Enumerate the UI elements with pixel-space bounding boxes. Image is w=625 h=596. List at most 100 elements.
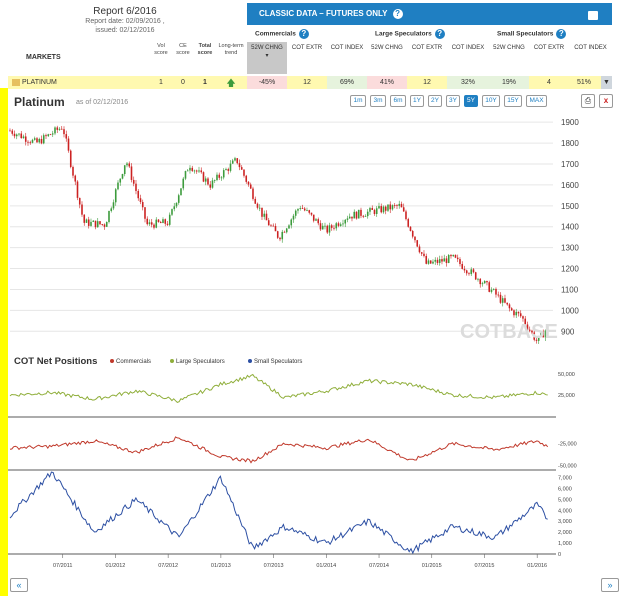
- legend-large-speculators[interactable]: Large Speculators: [170, 359, 225, 365]
- candle-body: [164, 219, 167, 224]
- candle-body: [351, 216, 353, 219]
- candle-body: [105, 221, 108, 227]
- price-chart-date: as of 02/12/2016: [76, 99, 129, 106]
- candle-body: [189, 167, 191, 171]
- next-button[interactable]: »: [601, 578, 619, 592]
- legend-small-speculators[interactable]: Small Speculators: [248, 359, 302, 365]
- cot-y-tick: 3,000: [558, 519, 572, 525]
- candle-body: [117, 182, 119, 190]
- candle-body: [220, 177, 223, 179]
- candle-body: [483, 280, 486, 284]
- candle-body: [362, 215, 365, 217]
- highlight-bar: [0, 88, 8, 596]
- candle-body: [398, 203, 401, 206]
- candle-body: [231, 160, 234, 164]
- prev-button[interactable]: «: [10, 578, 28, 592]
- range-button-15y[interactable]: 15Y: [504, 95, 522, 107]
- header-title: CLASSIC DATA – FUTURES ONLY: [259, 9, 388, 19]
- price-y-tick: 1400: [561, 223, 579, 232]
- candle-body: [78, 197, 81, 205]
- candle-body: [342, 223, 344, 225]
- candle-body: [94, 220, 97, 228]
- candle-body: [15, 134, 18, 137]
- candle-body: [249, 184, 252, 189]
- candle-body: [344, 219, 347, 224]
- candle-body: [200, 170, 203, 173]
- candle-body: [411, 230, 414, 237]
- col-large-chng[interactable]: 52W CHNG: [371, 45, 403, 51]
- col-small-index[interactable]: COT INDEX: [574, 45, 607, 51]
- range-button-10y[interactable]: 10Y: [482, 95, 500, 107]
- candle-body: [114, 189, 117, 203]
- folder-icon: [12, 79, 20, 86]
- candle-body: [218, 174, 221, 178]
- row-dropdown-icon[interactable]: ▼: [601, 76, 612, 89]
- candle-body: [119, 178, 122, 183]
- candle-body: [382, 206, 385, 213]
- candle-body: [11, 130, 14, 134]
- candle-body: [456, 257, 459, 260]
- price-y-tick: 1300: [561, 244, 579, 253]
- candle-body: [333, 227, 335, 229]
- candle-body: [492, 288, 495, 290]
- candle-body: [427, 260, 430, 264]
- col-large-extr[interactable]: COT EXTR: [411, 45, 443, 51]
- candle-body: [283, 231, 286, 233]
- col-small-chng[interactable]: 52W CHNG: [493, 45, 525, 51]
- candle-body: [85, 219, 88, 223]
- candle-body: [445, 258, 448, 263]
- candle-body: [294, 210, 297, 216]
- candle-body: [76, 181, 79, 198]
- candle-body: [540, 332, 542, 336]
- candle-body: [425, 255, 428, 264]
- col-com-chng[interactable]: 52W CHNG ▾: [247, 42, 287, 74]
- close-chart-button[interactable]: x: [599, 94, 613, 108]
- range-button-max[interactable]: MAX: [526, 95, 547, 107]
- candle-body: [276, 231, 279, 238]
- range-button-1m[interactable]: 1m: [350, 95, 366, 107]
- price-y-tick: 1800: [561, 139, 579, 148]
- arrow-up-icon: 🡅: [226, 78, 236, 88]
- range-button-2y[interactable]: 2Y: [428, 95, 442, 107]
- col-com-extr[interactable]: COT EXTR: [291, 45, 323, 51]
- col-com-index[interactable]: COT INDEX: [330, 45, 364, 51]
- candle-body: [270, 225, 272, 227]
- candle-body: [396, 205, 398, 206]
- candle-body: [366, 211, 369, 217]
- col-large-index[interactable]: COT INDEX: [451, 45, 485, 51]
- print-icon[interactable]: [588, 11, 598, 20]
- candle-body: [517, 311, 520, 314]
- large-chng-value: 41%: [367, 76, 407, 89]
- candle-body: [83, 214, 86, 223]
- print-chart-icon[interactable]: ⎙: [581, 94, 595, 108]
- candle-body: [247, 181, 250, 185]
- range-button-3m[interactable]: 3m: [370, 95, 386, 107]
- candle-body: [238, 163, 241, 168]
- candle-body: [67, 138, 70, 151]
- legend-commercials[interactable]: Commercials: [110, 359, 151, 365]
- price-y-tick: 900: [561, 327, 575, 336]
- help-icon: ?: [298, 29, 309, 39]
- range-button-6m[interactable]: 6m: [390, 95, 406, 107]
- candle-body: [47, 134, 50, 137]
- candle-body: [384, 206, 387, 211]
- col-small-extr[interactable]: COT EXTR: [533, 45, 565, 51]
- range-button-5y[interactable]: 5Y: [464, 95, 478, 107]
- candle-body: [348, 216, 351, 219]
- candle-body: [186, 170, 189, 172]
- candle-body: [375, 208, 378, 214]
- series-line-small-speculators: [9, 471, 548, 555]
- range-button-3y[interactable]: 3Y: [446, 95, 460, 107]
- help-icon[interactable]: ?: [392, 9, 403, 19]
- candle-body: [420, 252, 423, 254]
- candle-body: [128, 163, 131, 167]
- range-button-1y[interactable]: 1Y: [410, 95, 424, 107]
- candle-body: [360, 209, 362, 216]
- candle-body: [515, 311, 518, 316]
- candle-body: [254, 198, 257, 204]
- candle-body: [180, 188, 182, 196]
- x-tick-label: 01/2012: [105, 563, 125, 569]
- candle-body: [141, 202, 144, 208]
- market-name[interactable]: PLATINUM: [22, 79, 57, 86]
- candle-body: [175, 202, 178, 207]
